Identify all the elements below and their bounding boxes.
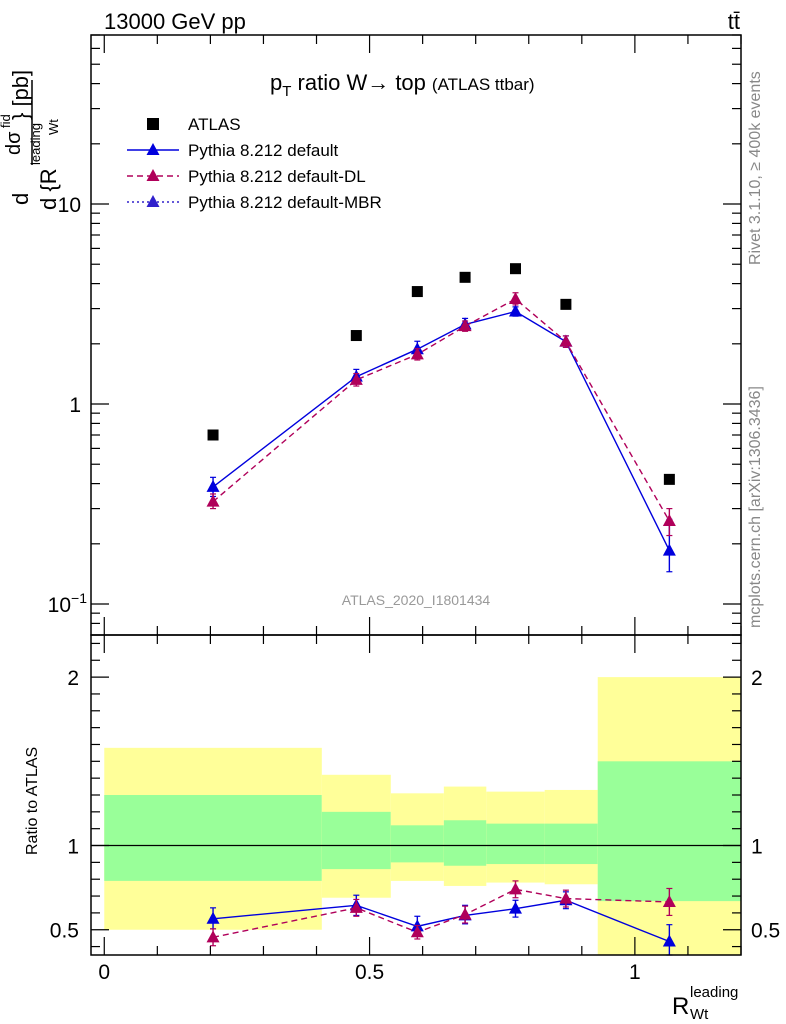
legend: ATLAS Pythia 8.212 default Pythia 8.212 de… xyxy=(127,115,382,212)
main-ylabel-unit: } [pb] xyxy=(8,70,33,120)
ratio-point xyxy=(206,911,220,924)
main-ylabel-numerator: dσ xyxy=(3,131,25,155)
ratio-ytick-label-left: 0.5 xyxy=(50,920,79,943)
legend-marker xyxy=(147,118,159,130)
ratio-point xyxy=(458,907,472,920)
ratio-ytick-label-right: 0.5 xyxy=(751,920,780,943)
ratio-point xyxy=(508,882,522,895)
ratio-point xyxy=(508,901,522,914)
ratio-green-band-4 xyxy=(486,823,545,865)
data-point xyxy=(411,286,423,298)
ratio-point xyxy=(206,930,220,943)
main-ylabel: d dσ fid d {R leading Wt } [pb] xyxy=(0,70,61,210)
ratio-series-layer xyxy=(206,880,676,956)
legend-entry-3: Pythia 8.212 default-MBR xyxy=(127,193,382,212)
ratio-point xyxy=(559,891,573,904)
main-series-0 xyxy=(207,263,675,485)
mc-point xyxy=(662,514,676,527)
mc-point xyxy=(458,319,472,332)
ratio-ylabel: Ratio to ATLAS xyxy=(24,747,41,855)
data-point xyxy=(560,298,572,310)
main-ytick-label: 1 xyxy=(69,394,81,417)
ratio-green-band-0 xyxy=(104,795,322,881)
main-ylabel-fid: fid xyxy=(0,114,13,128)
ratio-panel xyxy=(91,677,741,955)
xlabel-subscript: Wt xyxy=(690,1006,709,1023)
main-ylabel-d: d xyxy=(8,193,33,205)
main-series-2 xyxy=(206,292,676,537)
ratio-point xyxy=(349,900,363,913)
collision-energy-label: 13000 GeV pp xyxy=(104,9,246,34)
legend-label: Pythia 8.212 default xyxy=(188,141,339,160)
ratio-axes: 0.5 0.5 1 1 2 2 0 0.5 1 xyxy=(50,634,780,984)
ratio-ytick-label-left: 1 xyxy=(67,836,79,859)
ratio-ytick-label-left: 2 xyxy=(67,667,79,690)
legend-marker xyxy=(146,143,160,155)
data-point xyxy=(459,271,471,283)
main-ytick-label: 10−1 xyxy=(48,590,88,617)
ratio-green-band-2 xyxy=(390,825,444,863)
chart-title-rest: ratio W→ top xyxy=(291,70,425,95)
ratio-point xyxy=(410,925,424,938)
legend-label: Pythia 8.212 default-DL xyxy=(188,167,366,186)
ratio-green-band-3 xyxy=(443,820,487,866)
legend-label: Pythia 8.212 default-MBR xyxy=(188,193,382,212)
main-series-1 xyxy=(206,304,676,573)
main-ylabel-wt: Wt xyxy=(46,119,61,135)
mc-point xyxy=(508,292,522,305)
data-point xyxy=(207,429,219,441)
data-point xyxy=(663,473,675,485)
mc-point xyxy=(410,347,424,360)
rivet-version-label: Rivet 3.1.10, ≥ 400k events xyxy=(747,71,764,265)
ratio-green-band-5 xyxy=(544,823,598,865)
chart-title-subscript: T xyxy=(282,83,291,100)
ratio-green-band-6 xyxy=(597,761,741,902)
chart-title-small: (ATLAS ttbar) xyxy=(432,75,535,94)
mcplots-source-label: mcplots.cern.ch [arXiv:1306.3436] xyxy=(747,386,764,628)
legend-marker xyxy=(146,169,160,181)
xlabel-superscript: leading xyxy=(690,984,738,1001)
main-series-layer xyxy=(206,263,676,573)
mc-point xyxy=(559,334,573,347)
mc-point xyxy=(508,304,522,317)
ratio-series-1 xyxy=(206,880,676,947)
analysis-label: ATLAS_2020_I1801434 xyxy=(342,592,491,608)
chart-title: pT ratio W→ top (ATLAS ttbar) xyxy=(270,70,535,100)
ratio-point xyxy=(662,894,676,907)
mc-point xyxy=(349,372,363,385)
legend-entry-0: ATLAS xyxy=(147,115,241,134)
data-point xyxy=(350,330,362,342)
main-ylabel-leading: leading xyxy=(28,123,43,165)
legend-entry-2: Pythia 8.212 default-DL xyxy=(127,167,366,186)
chart-title-main: p xyxy=(270,70,282,95)
ratio-green-band-1 xyxy=(321,811,391,870)
ratio-ytick-label-right: 2 xyxy=(751,667,763,690)
legend-marker xyxy=(146,195,160,207)
xtick-label: 0 xyxy=(98,961,110,984)
legend-entry-1: Pythia 8.212 default xyxy=(127,141,339,160)
main-ylabel-denominator: d {R xyxy=(36,168,61,210)
xtick-label: 0.5 xyxy=(355,961,384,984)
data-point xyxy=(509,263,521,275)
mc-point xyxy=(206,494,220,507)
legend-label: ATLAS xyxy=(188,115,241,134)
main-series-line-2 xyxy=(212,298,670,522)
main-ytick-label: 10 xyxy=(58,194,81,217)
mc-point xyxy=(662,543,676,556)
main-series-line-1 xyxy=(212,310,670,551)
xlabel-base: R xyxy=(672,993,689,1020)
ratio-point xyxy=(662,934,676,947)
xlabel: R xyxy=(672,993,689,1020)
mc-point xyxy=(206,479,220,492)
xtick-label: 1 xyxy=(629,961,641,984)
process-label: tt̄ xyxy=(728,9,740,34)
ratio-ytick-label-right: 1 xyxy=(751,836,763,859)
